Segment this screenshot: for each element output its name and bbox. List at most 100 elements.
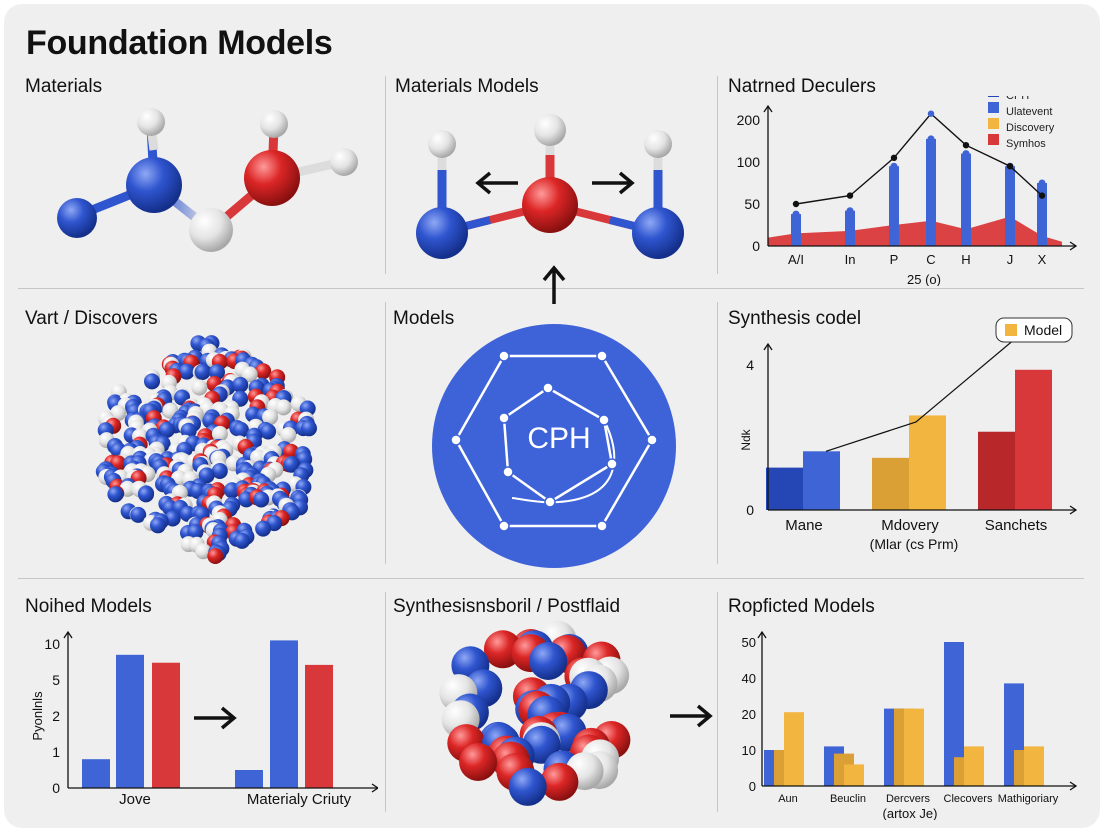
bar — [1015, 369, 1052, 510]
atom — [189, 208, 233, 252]
arrow-up-icon — [542, 265, 566, 304]
atom — [195, 543, 212, 560]
figure-card: Foundation Models Materials Materials Mo… — [4, 4, 1100, 828]
x-tick-label: X — [1038, 252, 1047, 267]
bar-cap — [1038, 179, 1046, 187]
bar — [766, 467, 803, 510]
y-tick-label: 0 — [752, 238, 760, 254]
x-tick-label: C — [926, 252, 935, 267]
legend-label: Ulatevent — [1006, 106, 1052, 118]
panel-title-materials: Materials — [25, 76, 103, 97]
arrow-left-icon — [475, 171, 518, 195]
atom — [416, 207, 468, 259]
panel-title-chart-1: Natrned Deculers — [728, 76, 876, 97]
divider — [385, 76, 386, 274]
y-tick-label: 0 — [746, 502, 754, 518]
divider — [717, 76, 718, 274]
x-tick-label: J — [1007, 252, 1014, 267]
line-point — [1006, 163, 1014, 170]
nanoparticle-cluster-illustration — [95, 335, 317, 564]
materials-model-illustration — [416, 114, 684, 304]
arrow-right-icon — [194, 706, 237, 730]
y-tick-label: 100 — [737, 154, 761, 170]
bar — [926, 138, 936, 246]
x-axis-arrow — [1069, 241, 1078, 251]
chart-synthesis-codel: 0 4 Ndk Mane Mdovery Sanchets (Mlar (cs Prm) Mo… — [739, 317, 1078, 552]
bar — [964, 746, 984, 786]
atom — [57, 198, 97, 238]
y-tick-label: 20 — [742, 707, 756, 722]
figure-title: Foundation Models — [26, 24, 333, 62]
x-tick-label: Sanchets — [985, 517, 1048, 534]
atom — [144, 373, 160, 390]
panel-title-noihed: Noihed Models — [25, 596, 152, 617]
bar-cap — [890, 162, 898, 170]
y-tick-label: 1 — [52, 744, 60, 760]
atom — [130, 506, 147, 523]
atom — [260, 423, 277, 440]
bar — [1037, 183, 1047, 246]
atom — [138, 486, 154, 503]
bar — [270, 640, 298, 788]
atom — [534, 114, 566, 146]
atom — [301, 420, 317, 437]
bar — [152, 662, 180, 788]
y-axis-arrow — [763, 104, 773, 113]
atom — [107, 486, 124, 503]
y-tick-label: 10 — [742, 743, 756, 758]
synthesis-cluster-illustration — [439, 620, 713, 806]
legend-label: Model — [1024, 322, 1062, 338]
atom — [178, 363, 195, 380]
atom — [428, 130, 456, 158]
bar-cap — [846, 207, 854, 215]
x-axis-label: (artox Je) — [883, 806, 938, 820]
bar-cap — [962, 150, 970, 158]
panel-title-synthesis-postfluid: Synthesisnsboril / Postflaid — [393, 596, 621, 617]
cph-label: CPH — [527, 422, 591, 455]
y-tick-label: 5 — [52, 672, 60, 688]
x-axis-arrow — [1069, 781, 1078, 791]
legend-swatch — [1005, 324, 1017, 336]
line-point — [846, 192, 854, 199]
atom — [241, 366, 258, 383]
panel-title-predicted: Ropficted Models — [728, 596, 875, 617]
atom — [644, 130, 672, 158]
bar — [82, 759, 110, 788]
atom — [207, 548, 224, 564]
y-tick-label: 50 — [744, 196, 760, 212]
atom — [262, 409, 279, 426]
bar — [909, 415, 946, 510]
legend-label: Discovery — [1006, 122, 1055, 134]
atom — [137, 108, 165, 136]
divider — [385, 592, 386, 812]
divider — [18, 288, 1084, 289]
y-tick-label: 4 — [746, 357, 754, 373]
line-point — [792, 200, 800, 208]
divider — [18, 578, 1084, 579]
atom — [180, 422, 197, 439]
area-series — [768, 216, 1062, 246]
atom — [234, 532, 250, 549]
x-tick-label: A/I — [788, 252, 804, 267]
atom — [255, 363, 272, 380]
x-tick-label: Mane — [785, 517, 823, 534]
atom — [540, 762, 579, 801]
atom — [158, 421, 175, 438]
atom — [211, 425, 228, 442]
legend-label: CPH — [1006, 96, 1029, 102]
y-tick-label: 0 — [749, 779, 756, 794]
atom — [275, 399, 292, 416]
legend-swatch — [988, 96, 999, 97]
arrow-right-icon — [592, 171, 635, 195]
bar — [784, 712, 804, 786]
atom — [283, 456, 300, 473]
chart-natrned-deculers: 0 50 100 200 A/I In P C H J X 25 (o) CPH Ulatevent Dis… — [737, 96, 1078, 286]
bar — [978, 431, 1015, 510]
x-tick-label: H — [961, 252, 970, 267]
arrow-head — [696, 704, 713, 728]
x-axis-label: (Mlar (cs Prm) — [870, 536, 959, 552]
bar — [844, 764, 864, 786]
x-axis-label: 25 (o) — [907, 272, 941, 286]
atom — [244, 150, 300, 206]
x-tick-label: Jove — [119, 791, 151, 808]
